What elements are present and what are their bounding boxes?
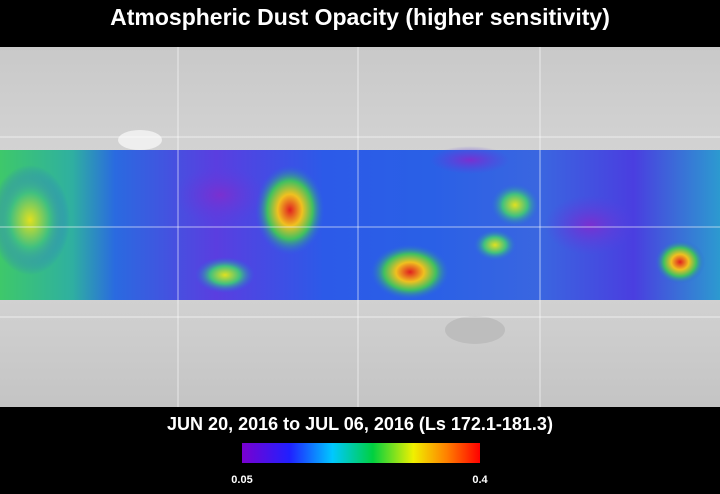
colorbar-min: 0.05 xyxy=(231,474,252,486)
colorbar-max: 0.4 xyxy=(472,474,488,486)
map xyxy=(0,47,720,407)
title: Atmospheric Dust Opacity (higher sensiti… xyxy=(110,4,610,30)
date-range: JUN 20, 2016 to JUL 06, 2016 (Ls 172.1-1… xyxy=(167,414,553,434)
colorbar xyxy=(242,443,480,463)
